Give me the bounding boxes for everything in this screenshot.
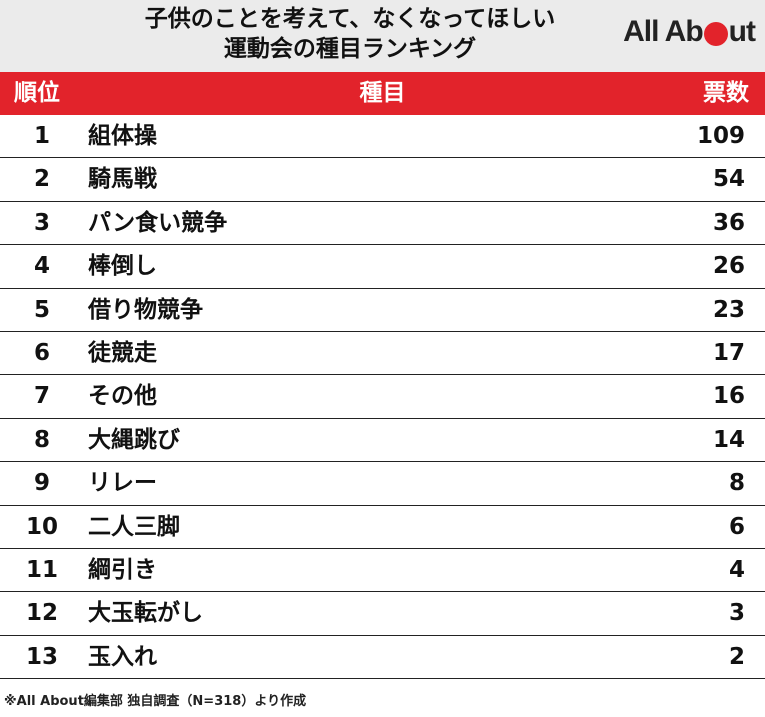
item-cell: 借り物競争 [88,296,203,323]
title-line-1: 子供のことを考えて、なくなってほしい [144,6,556,32]
rank-cell: 12 [25,600,58,627]
table-row: 2 騎馬戦 54 [0,158,765,202]
item-cell: パン食い競争 [88,209,228,236]
logo-text-1: All Ab [623,15,704,48]
logo-dot-icon [703,22,728,46]
votes-cell: 26 [712,253,745,280]
table-body: 1 組体操 109 2 騎馬戦 54 3 パン食い競争 36 4 棒倒し 26 5 借り物競争 23 6 徒競走… [0,115,765,680]
table-row: 9 リレー 8 [0,462,765,506]
page-title: 子供のことを考えて、なくなってほしい 運動会の種目ランキング [0,4,700,64]
header: 子供のことを考えて、なくなってほしい 運動会の種目ランキング All Ab ut [0,0,765,72]
rank-cell: 11 [25,556,58,583]
votes-cell: 3 [728,600,745,627]
votes-cell: 6 [728,513,745,540]
votes-cell: 36 [712,209,745,236]
item-cell: 騎馬戦 [88,166,157,193]
rank-cell: 2 [33,166,50,193]
votes-cell: 8 [728,470,745,497]
votes-cell: 23 [712,296,745,323]
rank-cell: 4 [33,253,50,280]
item-cell: その他 [88,383,157,410]
rank-cell: 5 [33,296,50,323]
table-row: 4 棒倒し 26 [0,245,765,289]
rank-cell: 6 [33,339,50,366]
rank-cell: 10 [25,513,58,540]
votes-cell: 54 [712,166,745,193]
item-cell: 二人三脚 [88,513,180,540]
votes-cell: 14 [712,426,745,453]
item-cell: 組体操 [88,123,157,149]
logo-text-2: ut [728,15,756,48]
footnote: ※All About編集部 独自調査（N=318）より作成 [4,694,307,709]
votes-cell: 17 [712,339,745,366]
column-header-rank: 順位 [14,80,60,106]
rank-cell: 9 [33,470,50,497]
table-row: 10 二人三脚 6 [0,506,765,549]
rank-cell: 8 [33,426,50,453]
votes-cell: 16 [712,383,745,410]
item-cell: 玉入れ [88,643,157,670]
column-header-item: 種目 [359,80,406,106]
table-row: 11 綱引き 4 [0,549,765,593]
table-row: 12 大玉転がし 3 [0,592,765,636]
votes-cell: 4 [728,556,745,583]
all-about-logo: All Ab ut [623,14,756,50]
votes-cell: 109 [696,123,745,149]
item-cell: リレー [88,470,157,497]
rank-cell: 3 [33,209,50,236]
title-line-2: 運動会の種目ランキング [223,36,477,62]
column-header-votes: 票数 [703,80,749,106]
rank-cell: 13 [25,643,58,670]
table-row: 3 パン食い競争 36 [0,202,765,246]
table-header: 種目 順位 票数 [0,72,765,115]
item-cell: 大玉転がし [88,600,203,627]
table-row: 7 その他 16 [0,375,765,419]
table-row: 1 組体操 109 [0,115,765,159]
table-row: 13 玉入れ 2 [0,636,765,680]
item-cell: 徒競走 [88,339,157,366]
item-cell: 棒倒し [88,253,157,280]
votes-cell: 2 [728,643,745,670]
table-row: 6 徒競走 17 [0,332,765,376]
item-cell: 大縄跳び [88,426,180,453]
table-row: 5 借り物競争 23 [0,289,765,332]
rank-cell: 1 [33,123,50,149]
table-row: 8 大縄跳び 14 [0,419,765,463]
rank-cell: 7 [33,383,50,410]
item-cell: 綱引き [88,556,157,583]
